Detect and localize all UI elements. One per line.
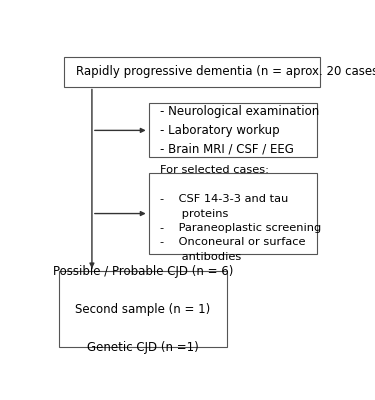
FancyBboxPatch shape [148,173,317,254]
Text: - Neurological examination
- Laboratory workup
- Brain MRI / CSF / EEG: - Neurological examination - Laboratory … [160,105,320,155]
FancyBboxPatch shape [64,57,320,86]
Text: Rapidly progressive dementia (n = aprox. 20 cases / year): Rapidly progressive dementia (n = aprox.… [76,65,375,78]
Text: Possible / Probable CJD (n = 6)

Second sample (n = 1)

Genetic CJD (n =1): Possible / Probable CJD (n = 6) Second s… [53,264,233,354]
Text: For selected cases:

-    CSF 14-3-3 and tau
      proteins
-    Paraneoplastic : For selected cases: - CSF 14-3-3 and tau… [160,165,321,262]
FancyBboxPatch shape [148,104,317,157]
FancyBboxPatch shape [58,271,227,347]
